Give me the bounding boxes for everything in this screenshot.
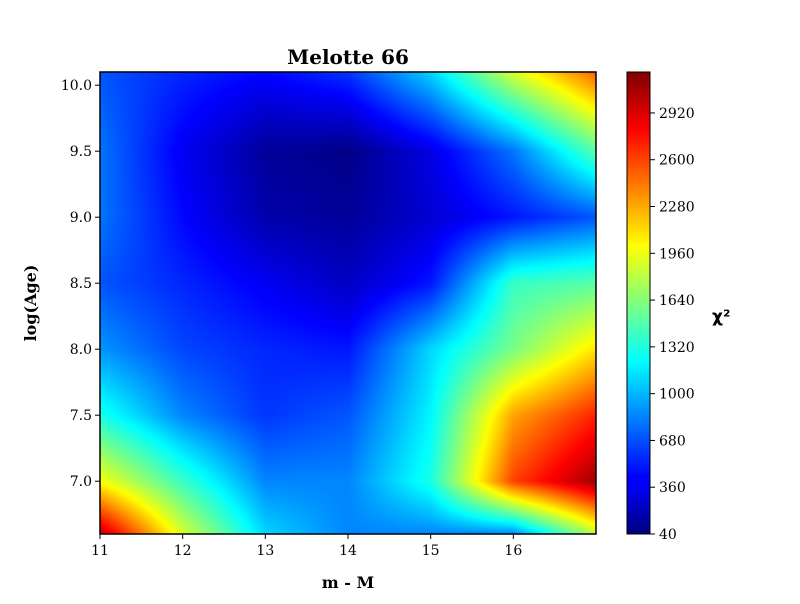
colorbar-axis: 40 360 680 1000 1320 1640 1960 2280 2600 2920 [650, 106, 695, 543]
colorbar-tick-label: 680 [659, 433, 686, 449]
x-tick-label: 16 [504, 543, 522, 559]
colorbar-tick-label: 2280 [659, 200, 695, 216]
colorbar-tick-label: 360 [659, 480, 686, 496]
colorbar-tick-label: 1640 [659, 293, 695, 309]
x-tick-label: 13 [256, 543, 274, 559]
y-tick-label: 7.0 [70, 474, 92, 490]
y-tick-label: 7.5 [70, 408, 92, 424]
colorbar [627, 72, 650, 534]
colorbar-tick-label: 40 [659, 527, 677, 543]
y-tick-label: 10.0 [61, 78, 92, 94]
colorbar-tick-label: 1320 [659, 340, 695, 356]
y-tick-label: 9.0 [70, 210, 92, 226]
x-axis: 11 12 13 14 15 16 [91, 534, 522, 559]
colorbar-tick-label: 2600 [659, 153, 695, 169]
colorbar-tick-label: 1000 [659, 387, 695, 403]
heatmap-image [100, 72, 596, 534]
x-tick-label: 12 [174, 543, 192, 559]
colorbar-tick-label: 2920 [659, 106, 695, 122]
y-tick-label: 8.5 [70, 276, 92, 292]
x-tick-label: 14 [339, 543, 357, 559]
colorbar-tick-label: 1960 [659, 246, 695, 262]
colorbar-label: χ² [712, 307, 730, 327]
y-tick-label: 9.5 [70, 144, 92, 160]
x-axis-label: m - M [322, 573, 374, 592]
y-tick-label: 8.0 [70, 342, 92, 358]
y-axis-label: log(Age) [21, 265, 40, 342]
y-axis: 7.0 7.5 8.0 8.5 9.0 9.5 10.0 [61, 78, 100, 490]
chart-title: Melotte 66 [287, 45, 409, 69]
colorbar-frame [626, 71, 651, 535]
x-tick-label: 15 [422, 543, 440, 559]
x-tick-label: 11 [91, 543, 109, 559]
